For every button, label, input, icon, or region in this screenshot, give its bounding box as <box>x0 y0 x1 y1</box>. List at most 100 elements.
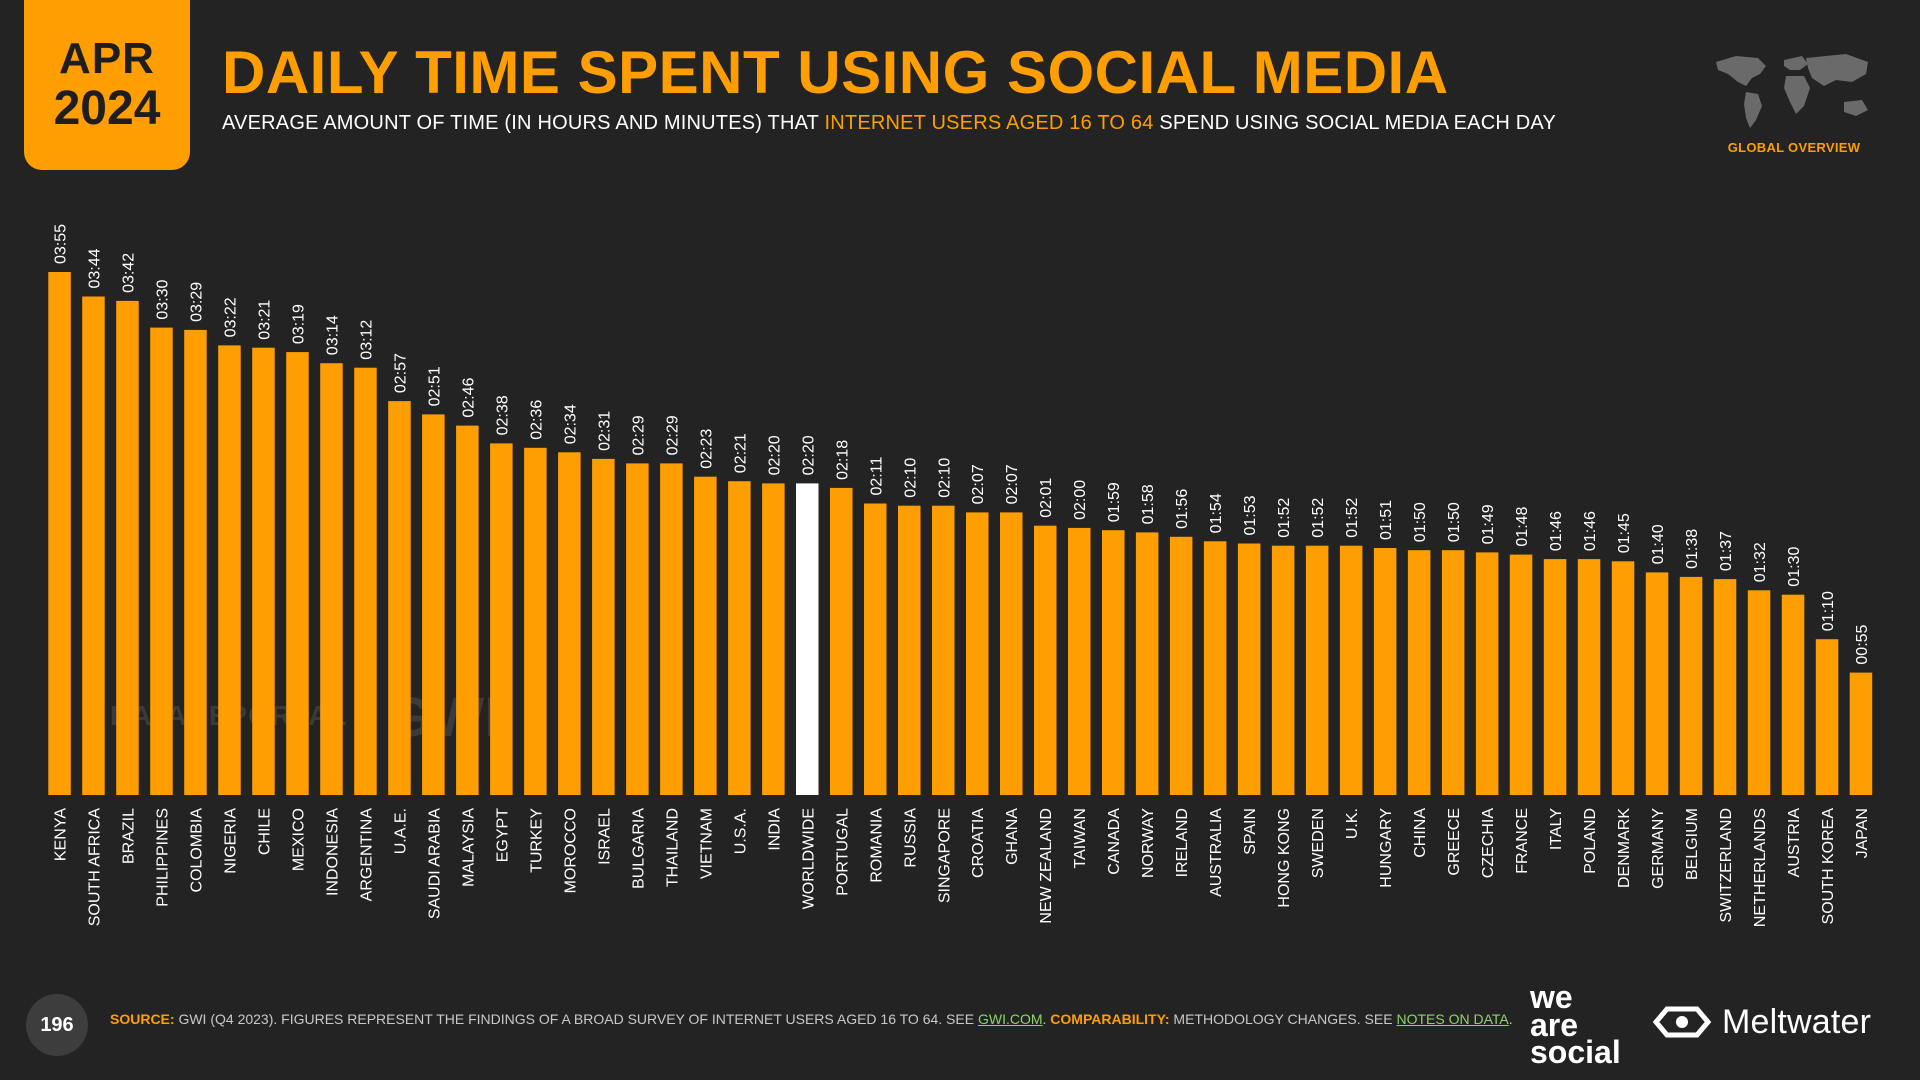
bar-sweden <box>1305 545 1329 795</box>
bar-indonesia <box>320 363 343 795</box>
data-label: 03:21 <box>256 300 273 340</box>
category-label: MALAYSIA <box>460 808 477 887</box>
subtitle-post: SPEND USING SOCIAL MEDIA EACH DAY <box>1153 112 1557 134</box>
data-label: 01:56 <box>1174 489 1191 529</box>
category-label: INDIA <box>766 808 783 851</box>
bar-u-s-a- <box>728 481 751 795</box>
category-label: EGYPT <box>494 808 511 862</box>
data-label: 01:50 <box>1446 502 1463 542</box>
bar-ghana <box>1000 512 1023 795</box>
category-label: SPAIN <box>1242 808 1259 855</box>
data-label: 02:00 <box>1072 480 1089 520</box>
bar-nigeria <box>218 345 241 795</box>
data-label: 01:51 <box>1378 500 1395 540</box>
data-label: 02:07 <box>970 464 987 504</box>
category-label: COLOMBIA <box>189 808 206 893</box>
data-label: 02:07 <box>1004 464 1021 504</box>
we-are-social-logo: we are social <box>1530 981 1621 1071</box>
category-label: SOUTH KOREA <box>1820 808 1837 925</box>
category-label: SAUDI ARABIA <box>426 808 443 919</box>
bar-philippines <box>150 327 173 795</box>
meltwater-logo: Meltwater <box>1650 1002 1871 1042</box>
category-label: TAIWAN <box>1072 808 1089 868</box>
category-label: POLAND <box>1582 808 1599 874</box>
category-label: ARGENTINA <box>358 808 375 902</box>
category-label: FRANCE <box>1514 808 1531 874</box>
data-label: 03:55 <box>53 224 70 264</box>
bar-greece <box>1441 550 1465 795</box>
bar-turkey <box>524 447 547 795</box>
data-label: 01:58 <box>1140 484 1157 524</box>
category-label: PORTUGAL <box>834 808 851 896</box>
category-label: TURKEY <box>528 808 545 873</box>
data-label: 03:14 <box>324 315 341 355</box>
data-label: 01:40 <box>1650 524 1667 564</box>
category-label: U.K. <box>1344 808 1361 839</box>
comparability-label: COMPARABILITY: <box>1050 1011 1170 1027</box>
data-label: 02:46 <box>460 377 477 417</box>
bar-norway <box>1135 532 1159 795</box>
gwi-link[interactable]: GWI.COM <box>977 1011 1043 1027</box>
data-label: 01:48 <box>1514 506 1531 546</box>
category-label: MOROCCO <box>562 808 579 893</box>
data-label: 01:46 <box>1582 511 1599 551</box>
bar-egypt <box>490 443 513 795</box>
data-label: 02:20 <box>800 435 817 475</box>
notes-on-data-link[interactable]: NOTES ON DATA <box>1396 1011 1509 1027</box>
bar-czechia <box>1475 552 1499 795</box>
bar-brazil <box>116 300 139 795</box>
category-label: ITALY <box>1548 808 1565 850</box>
data-label: 03:22 <box>223 297 240 337</box>
logo-line-are: are <box>1530 1006 1579 1043</box>
source-text: GWI (Q4 2023). FIGURES REPRESENT THE FIN… <box>174 1011 978 1027</box>
date-year: 2024 <box>53 82 161 135</box>
category-label: DENMARK <box>1616 808 1633 888</box>
bar-denmark <box>1611 561 1635 795</box>
page-subtitle: AVERAGE AMOUNT OF TIME (IN HOURS AND MIN… <box>222 112 1556 135</box>
category-label: MEXICO <box>290 808 307 871</box>
data-label: 01:37 <box>1718 531 1735 571</box>
bar-switzerland <box>1713 579 1737 795</box>
comparability-text: METHODOLOGY CHANGES. SEE <box>1169 1011 1397 1027</box>
category-label: VIETNAM <box>698 808 715 879</box>
data-label: 03:29 <box>189 282 206 322</box>
category-label: NETHERLANDS <box>1752 808 1769 927</box>
page-title: DAILY TIME SPENT USING SOCIAL MEDIA <box>222 39 1449 106</box>
bar-france <box>1509 554 1533 795</box>
category-label: U.S.A. <box>732 808 749 854</box>
bar-south-africa <box>82 296 105 795</box>
category-label: IRELAND <box>1174 808 1191 877</box>
category-label: U.A.E. <box>392 808 409 854</box>
category-label: SWEDEN <box>1310 808 1327 878</box>
category-label: SWITZERLAND <box>1718 808 1735 923</box>
bar-hong-kong <box>1271 545 1295 795</box>
bar-australia <box>1203 541 1227 795</box>
data-label: 02:11 <box>868 457 885 496</box>
data-label: 01:38 <box>1684 529 1701 569</box>
bar-argentina <box>354 367 377 795</box>
data-label: 03:44 <box>87 248 104 288</box>
category-label: INDONESIA <box>324 808 341 896</box>
bar-portugal <box>830 487 853 795</box>
bar-south-korea <box>1815 639 1839 795</box>
data-label: 03:12 <box>358 320 375 360</box>
category-label: HUNGARY <box>1378 808 1395 888</box>
logo-line-social: social <box>1530 1034 1621 1071</box>
data-label: 02:31 <box>596 411 613 451</box>
bar-worldwide <box>796 483 819 795</box>
data-label: 01:32 <box>1752 542 1769 582</box>
category-label: CROATIA <box>970 808 987 878</box>
subtitle-pre: AVERAGE AMOUNT OF TIME (IN HOURS AND MIN… <box>222 112 825 134</box>
bar-u-k- <box>1339 545 1363 795</box>
bar-austria <box>1781 594 1805 795</box>
page-number: 196 <box>26 994 88 1056</box>
bar-japan <box>1849 672 1873 795</box>
data-label: 01:53 <box>1242 495 1259 535</box>
category-label: BELGIUM <box>1684 808 1701 880</box>
bar-malaysia <box>456 425 479 795</box>
bar-croatia <box>966 512 989 795</box>
meltwater-word: Meltwater <box>1722 1002 1872 1041</box>
subtitle-highlight: INTERNET USERS AGED 16 TO 64 <box>824 112 1154 134</box>
category-label: CHINA <box>1412 808 1429 858</box>
